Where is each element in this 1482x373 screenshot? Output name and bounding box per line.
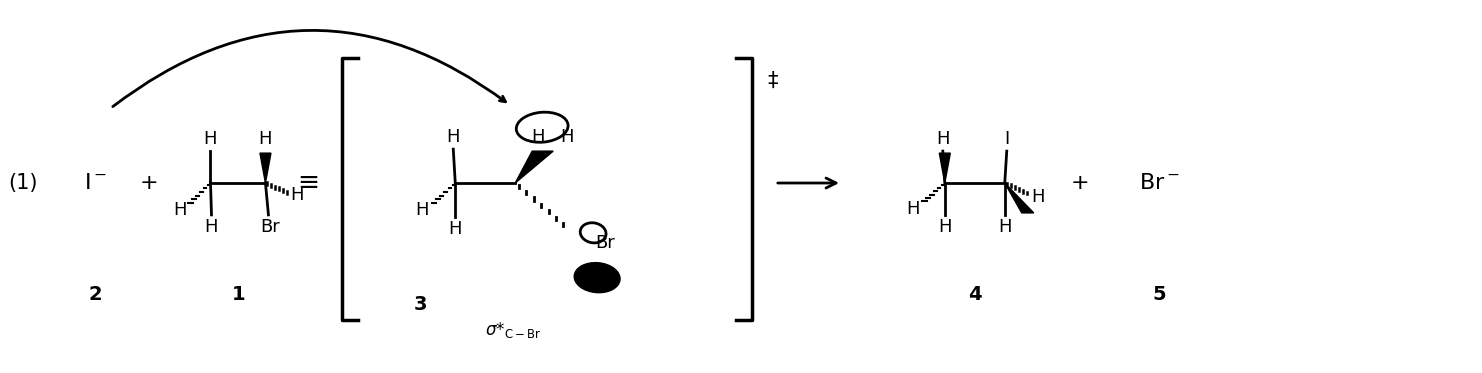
- Text: H: H: [449, 220, 462, 238]
- Text: H: H: [446, 128, 459, 146]
- Text: Br: Br: [596, 234, 615, 252]
- Polygon shape: [516, 151, 553, 183]
- Text: $\sigma$*$_{\mathregular{C-Br}}$: $\sigma$*$_{\mathregular{C-Br}}$: [485, 320, 541, 341]
- Text: ≡: ≡: [298, 170, 320, 196]
- Text: 1: 1: [231, 285, 246, 304]
- Text: 4: 4: [968, 285, 981, 304]
- Text: 3: 3: [413, 295, 427, 314]
- Text: H: H: [290, 186, 304, 204]
- Polygon shape: [940, 153, 950, 183]
- Text: H: H: [205, 218, 218, 236]
- Text: 2: 2: [89, 285, 102, 304]
- Text: +: +: [1070, 173, 1089, 193]
- Text: 5: 5: [1153, 285, 1166, 304]
- Text: Br: Br: [261, 218, 280, 236]
- Text: H: H: [415, 201, 430, 219]
- Text: H: H: [997, 218, 1012, 236]
- Text: H: H: [1031, 188, 1045, 206]
- Polygon shape: [1005, 183, 1034, 213]
- Text: +: +: [139, 173, 159, 193]
- Text: H: H: [203, 130, 218, 148]
- Text: H: H: [938, 218, 951, 236]
- Text: H: H: [259, 130, 273, 148]
- Text: Br$^-$: Br$^-$: [1140, 173, 1180, 193]
- Polygon shape: [259, 153, 271, 183]
- Text: H: H: [906, 200, 920, 218]
- Ellipse shape: [574, 263, 619, 293]
- Text: H: H: [173, 201, 187, 219]
- Text: I: I: [1005, 130, 1009, 148]
- Text: ‡: ‡: [768, 70, 778, 90]
- Text: (1): (1): [7, 173, 37, 193]
- Text: H: H: [532, 128, 545, 146]
- Text: I$^-$: I$^-$: [84, 173, 107, 193]
- Text: H: H: [560, 128, 574, 146]
- Text: H: H: [937, 130, 950, 148]
